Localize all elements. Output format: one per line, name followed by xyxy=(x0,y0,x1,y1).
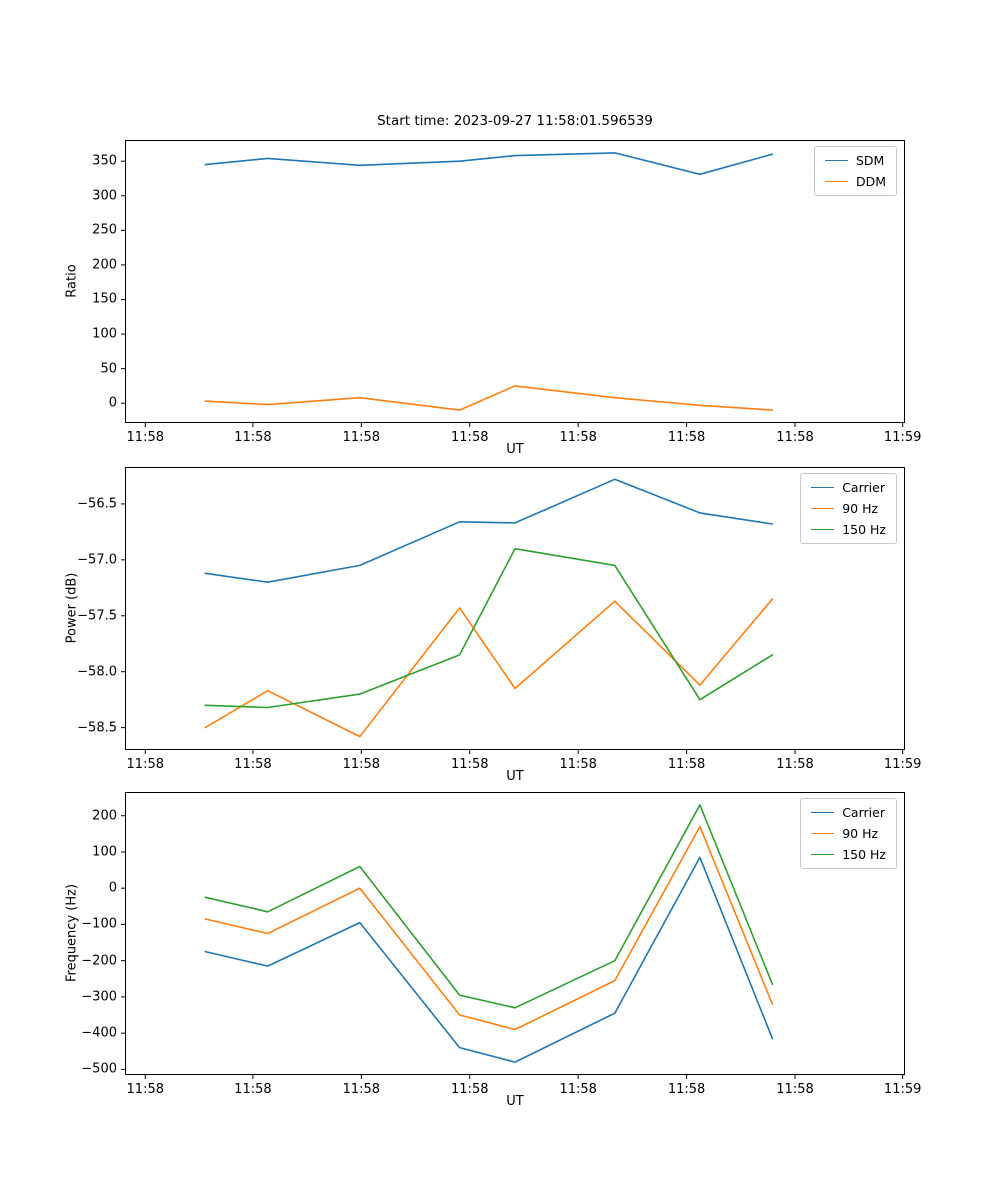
x-tick-label: 11:58 xyxy=(342,430,381,445)
legend-label: 90 Hz xyxy=(842,826,879,841)
y-tick-label: −200 xyxy=(81,953,117,969)
legend-label: Carrier xyxy=(842,480,885,495)
legend-label: Carrier xyxy=(842,805,885,820)
y-tick-label: 300 xyxy=(92,188,117,204)
y-tick-label: −56.5 xyxy=(77,496,117,512)
y-tick-label: −58.0 xyxy=(77,664,117,680)
x-tick-label: 11:58 xyxy=(126,1082,164,1097)
legend-label: DDM xyxy=(855,174,886,189)
legend-label: 90 Hz xyxy=(842,501,879,516)
legend-line-sample xyxy=(811,529,835,530)
y-tick-label: −500 xyxy=(81,1061,117,1077)
y-tick-label: −100 xyxy=(81,916,117,932)
y-axis-label-frequency: Frequency (Hz) xyxy=(64,883,80,983)
axes-ratio: SDM DDM 11:58 11:58 11:58 11:58 11:58 11:58 11:… xyxy=(92,140,921,445)
y-tick-label: 150 xyxy=(92,291,117,307)
axes-power: Carrier 90 Hz 150 Hz 11:58 11:58 11:58 11:58 1… xyxy=(77,467,921,772)
x-axis-label-ratio: UT xyxy=(506,442,524,457)
legend-line-sample xyxy=(811,854,835,855)
x-tick-label: 11:58 xyxy=(451,430,489,445)
legend-frequency: Carrier 90 Hz 150 Hz xyxy=(800,798,897,869)
x-tick-label: 11:58 xyxy=(559,430,597,445)
legend-entry: SDM xyxy=(824,153,886,168)
figure-title: Start time: 2023-09-27 11:58:01.596539 xyxy=(377,113,653,129)
legend-line-sample xyxy=(811,812,835,813)
y-tick-label: −57.5 xyxy=(77,608,117,624)
x-tick-label: 11:58 xyxy=(342,1082,381,1097)
legend-line-sample xyxy=(824,181,848,182)
x-tick-label: 11:58 xyxy=(126,757,164,772)
y-tick-label: −58.5 xyxy=(77,720,117,736)
legend-entry: DDM xyxy=(824,174,886,189)
subplot-power: Power (dB) Carrier 90 Hz 150 Hz 11:58 11:58… xyxy=(0,467,1000,797)
x-tick-label: 11:58 xyxy=(451,1082,489,1097)
legend-entry: 90 Hz xyxy=(811,826,886,841)
subplot-frequency: Frequency (Hz) Carrier 90 Hz 150 Hz 11:58 1… xyxy=(0,792,1000,1122)
x-tick-label: 11:58 xyxy=(234,430,272,445)
x-tick-label: 11:58 xyxy=(776,757,814,772)
y-tick-label: 0 xyxy=(108,880,117,896)
x-tick-label: 11:58 xyxy=(126,430,164,445)
legend-label: 150 Hz xyxy=(842,847,886,862)
legend-line-sample xyxy=(811,487,835,488)
x-tick-label: 11:58 xyxy=(776,430,814,445)
legend-ratio: SDM DDM xyxy=(813,146,897,196)
axes-frequency: Carrier 90 Hz 150 Hz 11:58 11:58 11:58 11:58 1… xyxy=(81,792,921,1097)
legend-label: SDM xyxy=(855,153,885,168)
y-tick-label: 200 xyxy=(92,257,117,273)
y-tick-label: 50 xyxy=(100,361,117,377)
x-tick-label: 11:58 xyxy=(234,1082,272,1097)
x-tick-label: 11:58 xyxy=(667,430,706,445)
x-tick-label: 11:59 xyxy=(883,757,922,772)
x-tick-label: 11:58 xyxy=(451,757,489,772)
plot-area-power xyxy=(121,467,905,754)
y-tick-label: 250 xyxy=(92,222,117,238)
plot-area-ratio xyxy=(121,140,905,427)
x-axis-label-frequency: UT xyxy=(506,1094,524,1109)
x-tick-label: 11:59 xyxy=(883,1082,922,1097)
y-tick-label: 0 xyxy=(108,395,117,411)
legend-entry: 150 Hz xyxy=(811,847,886,862)
y-tick-label: −400 xyxy=(81,1025,117,1041)
legend-line-sample xyxy=(811,508,835,509)
y-tick-label: 100 xyxy=(92,326,117,342)
y-axis-label-ratio: Ratio xyxy=(64,264,80,298)
x-tick-label: 11:59 xyxy=(883,430,922,445)
x-tick-label: 11:58 xyxy=(667,757,706,772)
x-tick-label: 11:58 xyxy=(342,757,381,772)
legend-entry: 150 Hz xyxy=(811,522,886,537)
y-tick-label: 200 xyxy=(92,808,117,824)
x-tick-label: 11:58 xyxy=(776,1082,814,1097)
y-tick-label: 350 xyxy=(92,153,117,169)
x-tick-label: 11:58 xyxy=(667,1082,706,1097)
x-tick-label: 11:58 xyxy=(234,757,272,772)
y-tick-label: 100 xyxy=(92,844,117,860)
legend-entry: Carrier xyxy=(811,480,886,495)
legend-line-sample xyxy=(824,160,848,161)
legend-power: Carrier 90 Hz 150 Hz xyxy=(800,473,897,544)
legend-entry: 90 Hz xyxy=(811,501,886,516)
subplot-ratio: Ratio SDM DDM 11:58 11:58 11:58 11:58 11:58 11… xyxy=(0,140,1000,470)
x-axis-label-power: UT xyxy=(506,769,524,784)
plot-area-frequency xyxy=(121,792,905,1079)
x-tick-label: 11:58 xyxy=(559,757,597,772)
y-tick-label: −300 xyxy=(81,989,117,1005)
y-tick-label: −57.0 xyxy=(77,552,117,568)
legend-label: 150 Hz xyxy=(842,522,886,537)
legend-entry: Carrier xyxy=(811,805,886,820)
x-tick-label: 11:58 xyxy=(559,1082,597,1097)
legend-line-sample xyxy=(811,833,835,834)
